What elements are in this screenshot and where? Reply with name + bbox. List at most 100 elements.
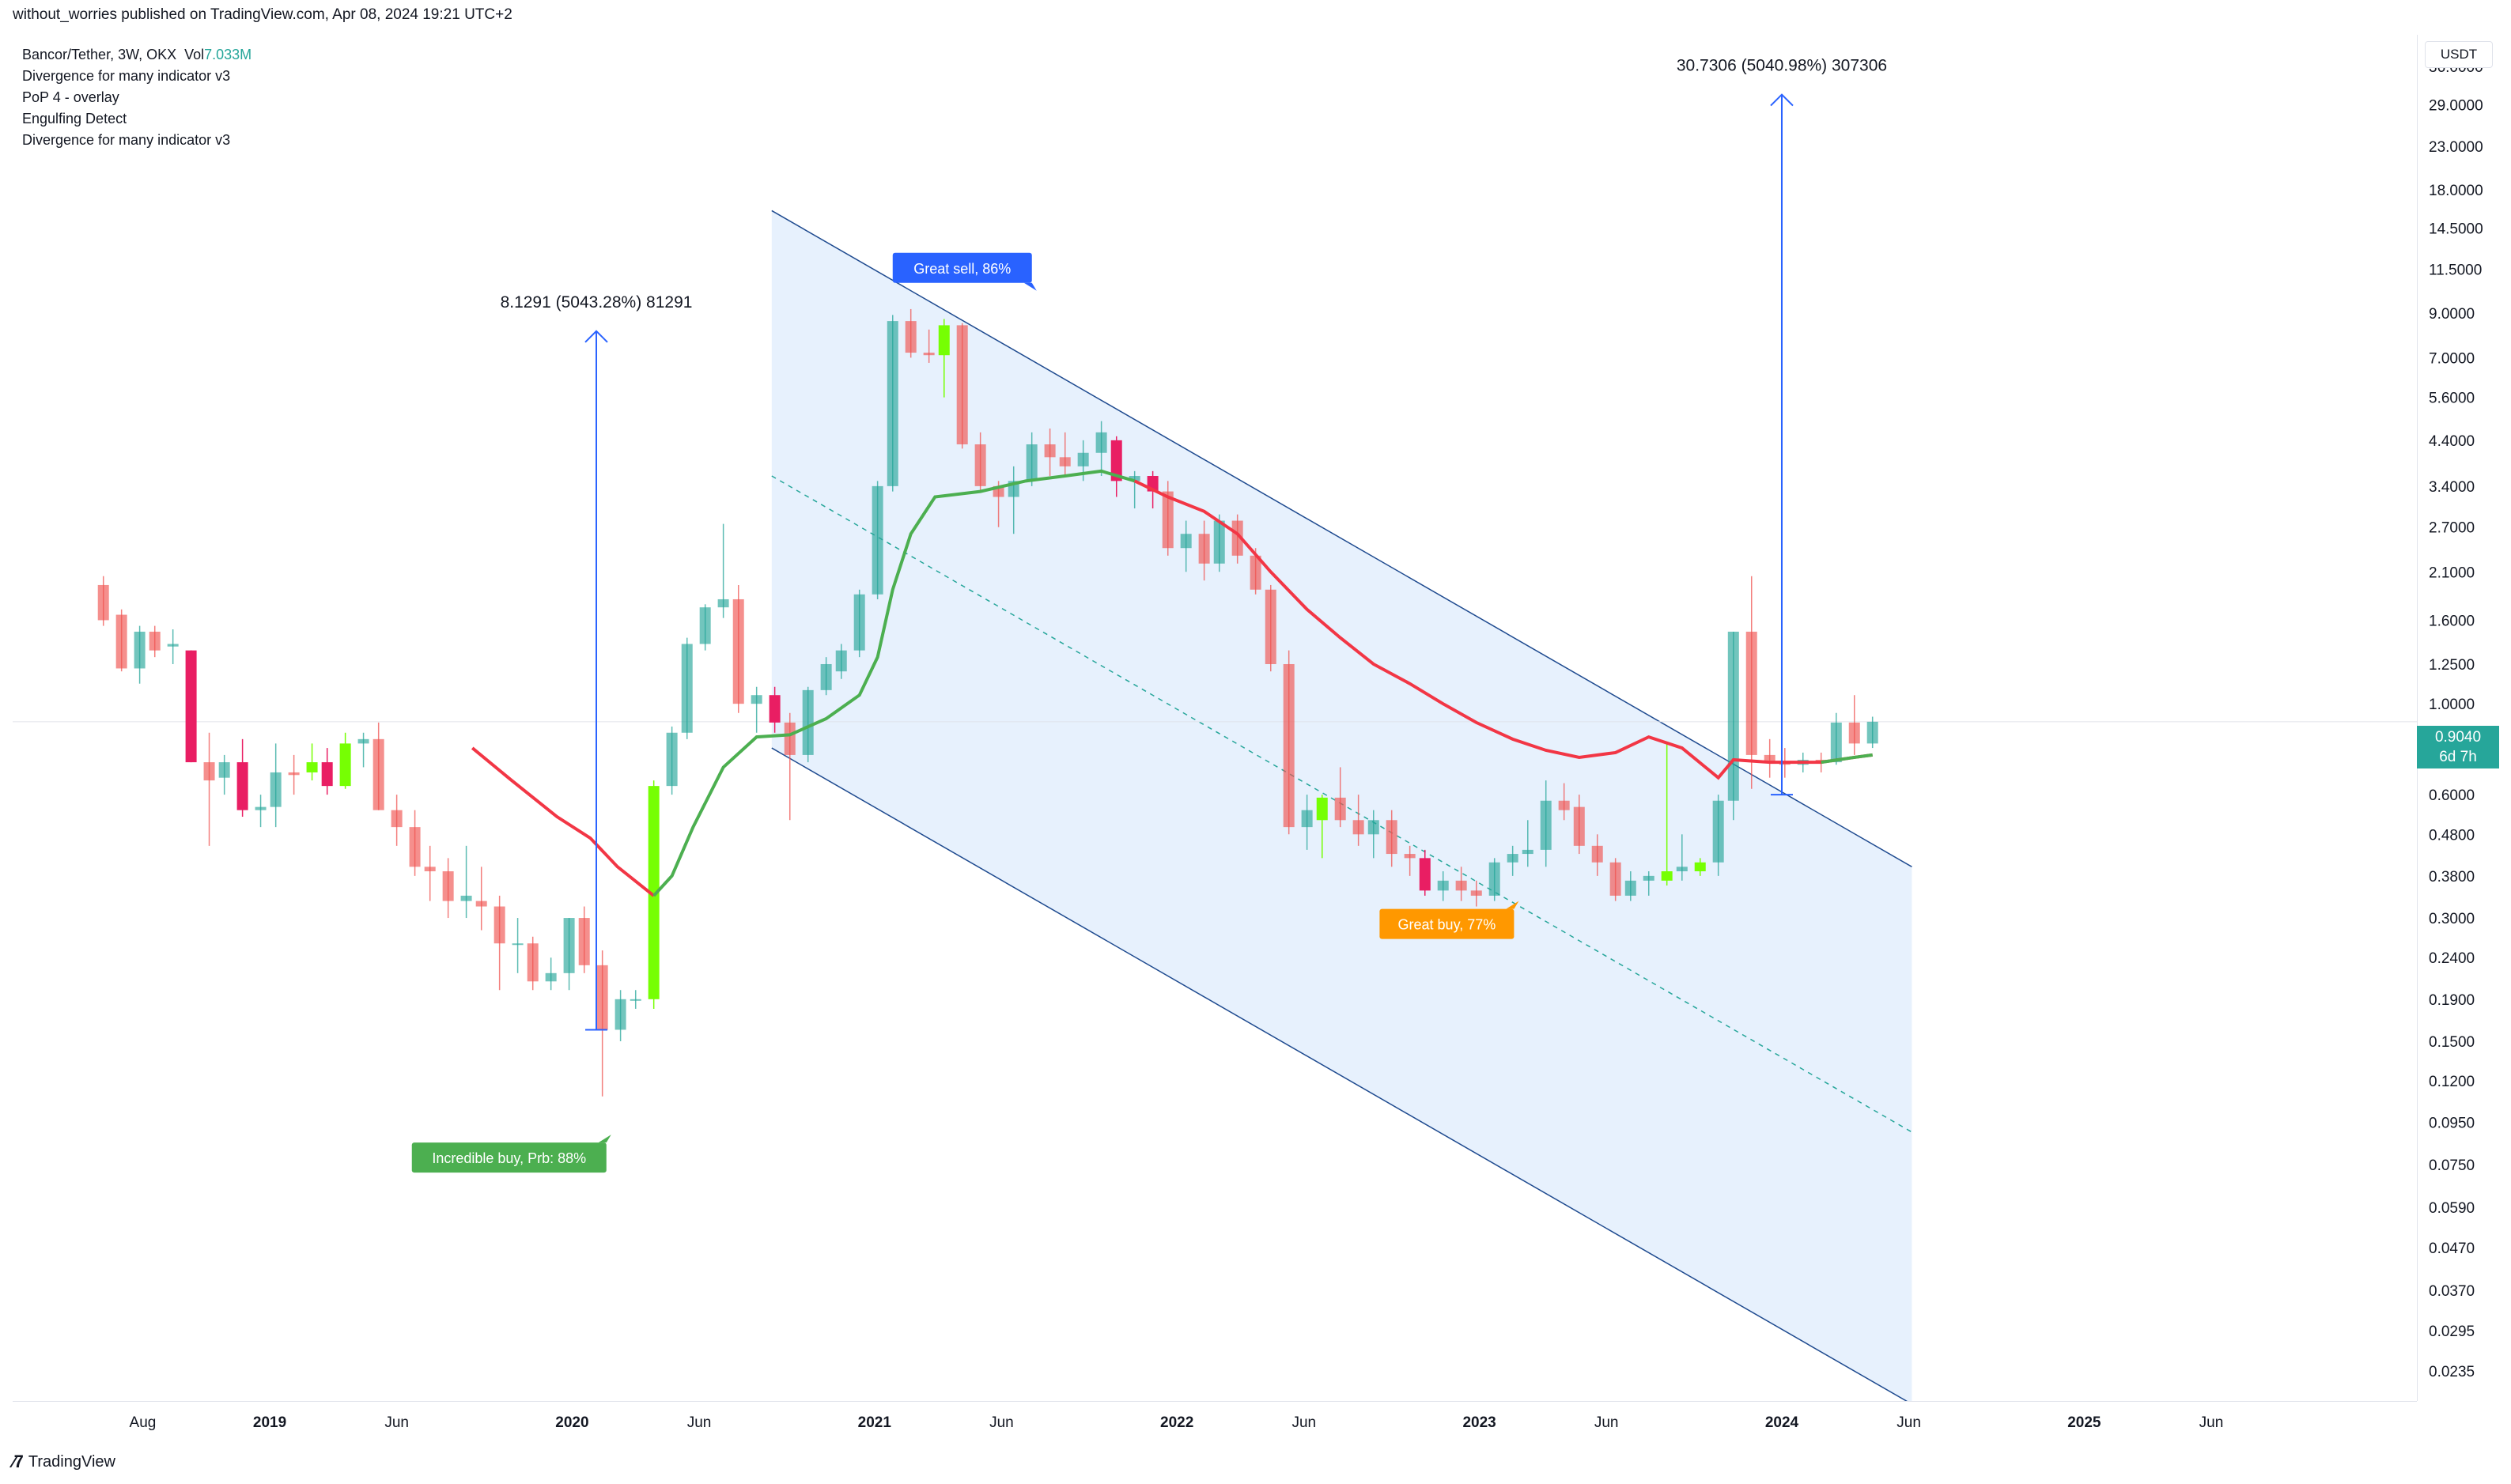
candle-body <box>1745 631 1757 755</box>
candle-body <box>732 599 744 704</box>
price-axis[interactable]: 36.000029.000023.000018.000014.500011.50… <box>2417 35 2500 1401</box>
candle <box>1522 820 1533 867</box>
candle-body <box>1301 810 1313 828</box>
candle-body <box>1591 845 1603 863</box>
candle-body <box>820 663 832 690</box>
candle-body <box>185 650 197 763</box>
candle-body <box>1077 452 1089 466</box>
candle-body <box>1367 820 1379 835</box>
candle-body <box>512 943 524 946</box>
candle <box>717 523 729 618</box>
candle-body <box>1573 806 1585 846</box>
candle-body <box>1059 457 1071 466</box>
candle <box>1301 795 1313 850</box>
candle-body <box>1213 520 1225 564</box>
candle-body <box>1643 875 1654 881</box>
candle-body <box>288 772 300 776</box>
candle-body <box>578 918 590 965</box>
signal-label-pointer <box>1023 282 1037 291</box>
candle-body <box>563 918 575 973</box>
price-tick-label: 0.3800 <box>2429 869 2475 885</box>
candle-body <box>475 901 487 907</box>
chart-pane[interactable]: 8.1291 (5043.28%) 81291 30.7306 (5040.98%… <box>13 35 2417 1401</box>
price-tick-label: 23.0000 <box>2429 139 2483 156</box>
candle <box>732 584 744 713</box>
candle <box>1231 514 1243 564</box>
candle <box>203 732 215 846</box>
candle <box>1386 810 1397 867</box>
price-tick-label: 18.0000 <box>2429 183 2483 199</box>
candle-body <box>1830 722 1842 763</box>
price-tick-label: 0.2400 <box>2429 950 2475 967</box>
price-tick-label: 0.1500 <box>2429 1034 2475 1051</box>
candle-body <box>494 906 505 944</box>
candle <box>1609 858 1621 901</box>
candle-body <box>699 607 711 644</box>
candle <box>1764 738 1775 778</box>
candle <box>475 867 487 931</box>
candle <box>681 637 693 739</box>
candle-body <box>1661 871 1673 881</box>
candle-body <box>1419 858 1431 891</box>
candle <box>1661 743 1673 886</box>
candle-body <box>872 485 883 595</box>
legend-symbol[interactable]: Bancor/Tether, 3W, OKX <box>22 47 177 62</box>
price-chart[interactable]: 8.1291 (5043.28%) 81291 30.7306 (5040.98%… <box>13 35 2417 1401</box>
currency-unit-button[interactable]: USDT <box>2425 41 2493 68</box>
price-tick-label: 14.5000 <box>2429 221 2483 238</box>
candle <box>372 722 384 810</box>
tradingview-logo[interactable]: ⁄7 TradingView <box>13 1452 115 1472</box>
candle <box>1213 514 1225 572</box>
candle <box>1866 716 1878 749</box>
candle <box>1265 584 1276 672</box>
candle-body <box>717 599 729 608</box>
candle-body <box>339 743 351 787</box>
time-tick-label: 2019 <box>253 1414 286 1431</box>
candle-body <box>391 810 403 828</box>
candle-body <box>1129 476 1140 481</box>
price-tick-label: 4.4000 <box>2429 433 2475 450</box>
candle-body <box>681 644 693 733</box>
candle <box>1470 880 1482 907</box>
legend-indicator[interactable]: Engulfing Detect <box>22 111 127 126</box>
candle <box>1110 436 1122 497</box>
candle-body <box>1488 862 1500 896</box>
candle <box>1180 520 1192 572</box>
candle <box>1848 695 1860 755</box>
candle-body <box>149 631 161 651</box>
measure-label: 8.1291 (5043.28%) 81291 <box>501 293 693 312</box>
price-tick-label: 2.7000 <box>2429 520 2475 537</box>
channel-upper-line <box>771 210 1912 867</box>
candle <box>872 481 883 599</box>
candle <box>424 845 436 901</box>
candle-body <box>321 762 333 787</box>
candle <box>820 657 832 696</box>
candle-body <box>1198 534 1210 564</box>
candle <box>527 936 539 991</box>
candle-body <box>1437 880 1449 891</box>
price-tick-label: 0.0295 <box>2429 1324 2475 1340</box>
candle-body <box>424 867 436 872</box>
candle <box>1316 795 1328 859</box>
candle <box>1573 795 1585 855</box>
legend-indicator[interactable]: Divergence for many indicator v3 <box>22 68 231 84</box>
time-tick-label: 2020 <box>555 1414 588 1431</box>
ma-line-bearish <box>471 746 655 897</box>
candle-body <box>1522 849 1533 855</box>
time-axis[interactable]: Aug 2019 Jun 2020 Jun 2021 Jun 2022 Jun 2023 Jun 20… <box>13 1401 2417 1441</box>
legend-symbol-row[interactable]: Bancor/Tether, 3W, OKX Vol7.033M <box>22 44 251 66</box>
candle-body <box>1180 534 1192 549</box>
candle-body <box>615 999 626 1030</box>
candle-body <box>1540 800 1552 850</box>
candle-body <box>769 695 781 723</box>
time-tick-label: Jun <box>989 1414 1014 1431</box>
candle <box>306 743 318 781</box>
signal-label-box <box>892 252 1032 283</box>
legend-indicator[interactable]: PoP 4 - overlay <box>22 89 119 105</box>
legend-indicator[interactable]: Divergence for many indicator v3 <box>22 132 231 148</box>
price-tick-label: 0.1900 <box>2429 992 2475 1009</box>
candle <box>1830 712 1842 765</box>
candle <box>115 609 127 672</box>
candle <box>956 323 968 449</box>
candle-body <box>1470 890 1482 896</box>
